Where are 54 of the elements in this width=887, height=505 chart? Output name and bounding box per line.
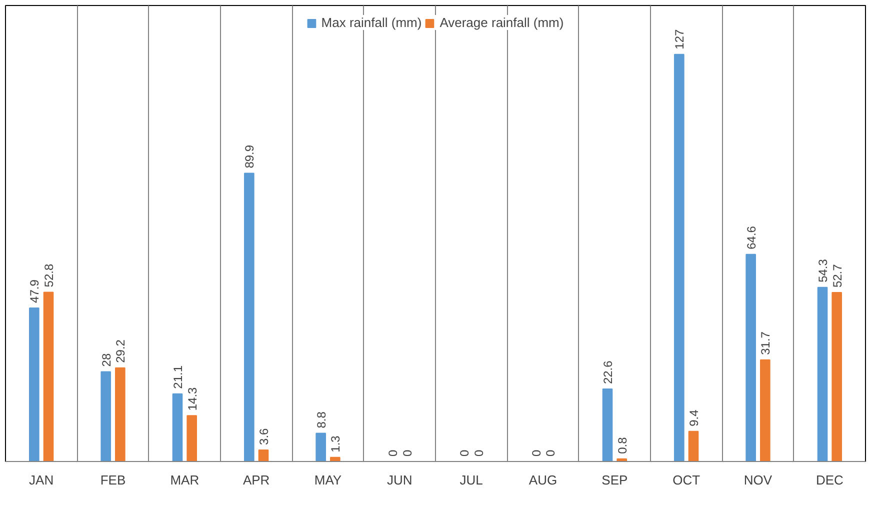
bar — [316, 432, 326, 462]
bar — [674, 54, 684, 462]
x-tick-label: JUL — [460, 472, 483, 488]
data-label: 0 — [400, 450, 414, 456]
x-tick-label: NOV — [744, 472, 772, 488]
x-tick-label: FEB — [100, 472, 126, 488]
x-tick-label: APR — [242, 472, 270, 488]
x-tick-label: MAR — [170, 472, 200, 488]
data-label: 22.6 — [601, 360, 615, 384]
bar — [602, 388, 613, 462]
data-label: 0 — [472, 450, 486, 456]
x-tick-label: OCT — [672, 472, 700, 488]
x-tick-label: DEC — [816, 472, 844, 488]
data-label: 52.8 — [42, 264, 56, 288]
data-label: 31.7 — [758, 331, 773, 355]
data-label: 9.4 — [687, 409, 701, 426]
bar — [29, 307, 40, 462]
x-tick-label: JAN — [29, 472, 54, 488]
bar — [258, 449, 269, 462]
data-label: 52.7 — [830, 264, 844, 288]
bar — [688, 430, 699, 462]
bar — [100, 371, 111, 462]
bar — [43, 292, 54, 462]
data-label: 0 — [544, 450, 558, 456]
data-label: 47.9 — [28, 279, 42, 303]
bar — [186, 415, 197, 462]
data-label: 14.3 — [185, 386, 200, 411]
legend-label: Average rainfall (mm) — [440, 15, 564, 30]
x-tick-label: MAY — [314, 472, 342, 488]
data-label: 0 — [458, 450, 472, 456]
data-label: 0 — [386, 450, 400, 456]
bar — [760, 359, 770, 462]
bar — [172, 393, 183, 462]
x-tick-label: JUN — [387, 472, 412, 488]
legend-label: Max rainfall (mm) — [321, 15, 422, 30]
data-label: 1.3 — [328, 435, 343, 452]
data-label: 3.6 — [257, 428, 271, 445]
data-label: 29.2 — [114, 339, 128, 363]
data-label: 0.8 — [615, 436, 630, 454]
data-label: 8.8 — [314, 411, 328, 428]
x-tick-label: SEP — [602, 472, 628, 488]
data-label: 0 — [529, 450, 544, 456]
bar — [817, 286, 828, 462]
bar — [746, 254, 756, 462]
bar — [244, 172, 254, 462]
data-label: 127 — [672, 29, 687, 50]
x-tick-label: AUG — [528, 472, 558, 488]
data-label: 54.3 — [816, 258, 830, 282]
data-label: 64.6 — [744, 226, 758, 250]
bar — [832, 292, 842, 462]
data-label: 89.9 — [242, 144, 257, 168]
data-label: 21.1 — [171, 365, 185, 389]
data-label: 28 — [99, 353, 114, 367]
bar — [115, 367, 126, 462]
